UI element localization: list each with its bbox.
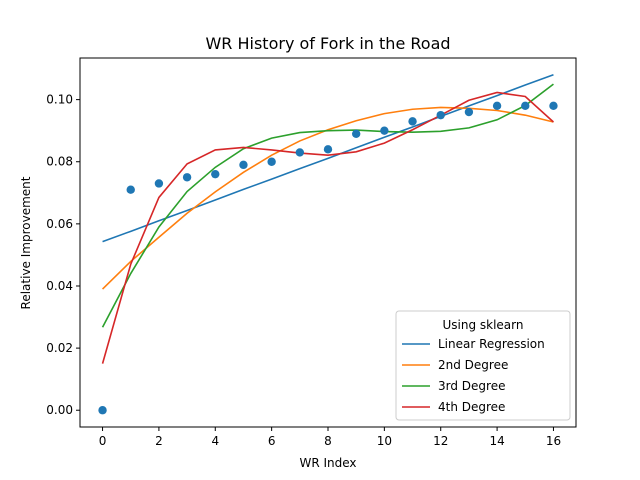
legend-item-label: Linear Regression (438, 337, 545, 351)
y-axis: 0.00 0.02 0.04 0.06 0.08 0.10 (46, 93, 80, 417)
x-tick-label: 4 (211, 434, 219, 448)
y-axis-label: Relative Improvement (19, 176, 33, 309)
scatter-point (239, 160, 248, 170)
x-tick-label: 12 (433, 434, 448, 448)
scatter-point (464, 107, 474, 117)
series-line-4 (101, 91, 554, 364)
chart-title: WR History of Fork in the Road (205, 34, 450, 53)
plot-frame (79, 57, 577, 428)
x-tick-label: 0 (99, 434, 107, 448)
scatter-point (549, 101, 558, 111)
x-tick-label: 16 (546, 434, 561, 448)
y-tick-label: 0.10 (46, 93, 73, 107)
series-line-1 (102, 74, 554, 243)
y-tick-label: 0.04 (46, 279, 73, 293)
x-tick-label: 10 (377, 434, 392, 448)
scatter-point (126, 185, 135, 194)
scatter-point (98, 406, 107, 415)
legend-item-label: 3rd Degree (438, 379, 505, 393)
scatter-point (380, 126, 389, 135)
series-line-2 (101, 106, 554, 290)
legend-box (395, 310, 571, 421)
scatter-point (492, 101, 502, 111)
scatter-point (351, 129, 361, 138)
y-tick-label: 0.06 (46, 217, 73, 231)
x-tick-label: 8 (324, 434, 332, 448)
scatter-point (436, 110, 445, 120)
scatter-point (295, 148, 305, 157)
legend: Using sklearn Linear Regression 2nd Degree… (395, 310, 571, 421)
x-axis: 0 2 4 6 8 10 12 14 16 (99, 427, 561, 448)
scatter-point (182, 173, 192, 182)
scatter-point (521, 101, 530, 111)
x-tick-label: 14 (489, 434, 504, 448)
scatter-point (154, 179, 164, 188)
x-tick-label: 6 (268, 434, 276, 448)
scatter-point (323, 145, 333, 154)
scatter-point (267, 157, 276, 166)
plot-area (98, 74, 558, 415)
legend-item-label: 4th Degree (438, 400, 505, 414)
legend-item-label: 2nd Degree (438, 358, 508, 372)
y-tick-label: 0.02 (46, 341, 73, 355)
y-tick-label: 0.08 (46, 155, 73, 169)
x-axis-label: WR Index (299, 456, 356, 470)
series-line-3 (101, 83, 554, 328)
y-tick-label: 0.00 (46, 403, 73, 417)
scatter-point (408, 117, 417, 126)
scatter-point (211, 169, 220, 179)
x-tick-label: 2 (155, 434, 163, 448)
legend-title: Using sklearn (442, 318, 523, 332)
